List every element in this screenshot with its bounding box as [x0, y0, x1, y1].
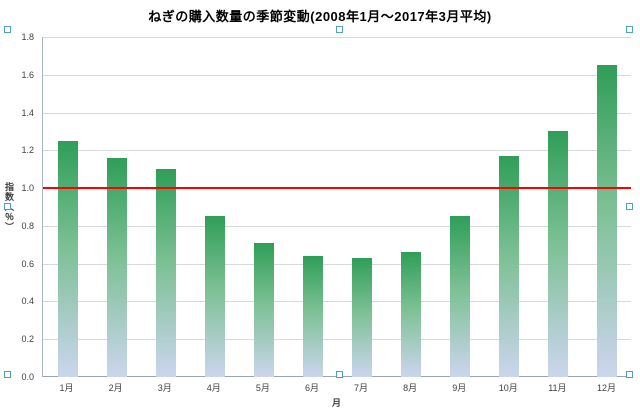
y-tick-label: 0.4	[21, 296, 34, 307]
x-tick-label: 3月	[157, 383, 172, 393]
y-tick-label: 0.6	[21, 258, 34, 269]
y-axis: 0.0 0.2 0.4 0.6 0.8 1.0 1.2 1.4 1.6 1.8	[0, 32, 37, 382]
bar-5月[interactable]	[253, 242, 274, 377]
gridline	[43, 75, 631, 76]
bar-4月[interactable]	[204, 216, 225, 377]
gridline	[43, 37, 631, 38]
bar-1月[interactable]	[57, 140, 78, 377]
gridline	[43, 339, 631, 340]
gridline	[43, 113, 631, 114]
selection-handle-top-right[interactable]	[626, 26, 633, 33]
y-tick-label: 1.6	[21, 69, 34, 80]
selection-handle-bottom-right[interactable]	[626, 371, 633, 378]
gridline	[43, 264, 631, 265]
x-tick-label: 1月	[59, 383, 74, 393]
x-tick-label: 12月	[596, 383, 616, 393]
x-tick-label: 4月	[206, 383, 221, 393]
y-tick-label: 0.0	[21, 372, 34, 382]
x-axis-title: 月	[331, 398, 341, 408]
gridline	[43, 301, 631, 302]
bar-6月[interactable]	[302, 256, 323, 377]
bar-9月[interactable]	[450, 216, 471, 377]
y-tick-label: 1.4	[21, 107, 34, 118]
x-tick-label: 6月	[304, 383, 319, 393]
selection-handle-top-middle[interactable]	[336, 26, 343, 33]
reference-line[interactable]	[43, 187, 631, 190]
selection-handle-bottom-left[interactable]	[4, 371, 11, 378]
x-tick-label: 7月	[354, 383, 369, 393]
x-tick-label: 8月	[403, 383, 418, 393]
bar-11月[interactable]	[548, 131, 569, 377]
x-tick-label: 2月	[108, 383, 123, 393]
bar-7月[interactable]	[352, 258, 373, 377]
gridline	[43, 150, 631, 151]
gridline	[43, 226, 631, 227]
selection-handle-right-middle[interactable]	[626, 203, 633, 210]
plot-area[interactable]	[42, 37, 631, 377]
x-tick-label: 10月	[498, 383, 518, 393]
x-tick-label: 5月	[255, 383, 270, 393]
y-tick-label: 0.2	[21, 334, 34, 345]
y-tick-label: 1.2	[21, 145, 34, 156]
chart-title: ねぎの購入数量の季節変動(2008年1月～2017年3月平均)	[148, 9, 492, 24]
x-axis: 1月 2月 3月 4月 5月 6月 7月 8月 9月 10月 11月 12月	[42, 381, 631, 393]
selection-handle-left-middle[interactable]	[4, 203, 11, 210]
bar-2月[interactable]	[106, 157, 127, 377]
selection-handle-bottom-middle[interactable]	[336, 371, 343, 378]
bar-8月[interactable]	[401, 252, 422, 377]
x-tick-label: 9月	[452, 383, 467, 393]
selection-handle-top-left[interactable]	[4, 26, 11, 33]
bar-10月[interactable]	[499, 156, 520, 377]
y-tick-label: 1.0	[21, 183, 34, 194]
y-tick-label: 0.8	[21, 220, 34, 231]
bar-12月[interactable]	[597, 65, 618, 377]
x-tick-label: 11月	[548, 383, 567, 393]
y-tick-label: 1.8	[21, 32, 34, 42]
bar-3月[interactable]	[155, 169, 176, 377]
